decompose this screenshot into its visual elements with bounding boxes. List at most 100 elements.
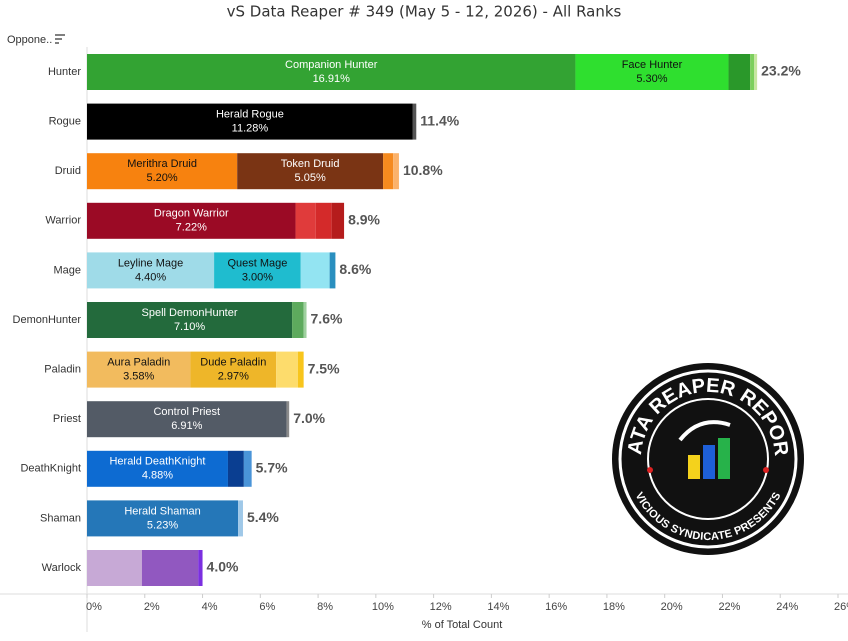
total-label: 4.0% — [207, 559, 239, 575]
y-tick-label: Hunter — [48, 66, 81, 78]
segment-label: Control Priest — [153, 406, 220, 418]
segment-value-label: 5.20% — [146, 172, 177, 184]
segment-label: Spell DemonHunter — [142, 307, 238, 319]
segment-label: Quest Mage — [227, 257, 287, 269]
bar-segment — [198, 550, 203, 586]
segment-label: Aura Paladin — [107, 357, 170, 369]
segment-value-label: 7.22% — [176, 222, 207, 234]
bar-segment — [383, 153, 394, 190]
bar-segment — [87, 302, 293, 338]
bar-segment — [237, 153, 384, 190]
total-label: 7.0% — [293, 410, 325, 426]
bar-segment — [87, 450, 228, 487]
total-label: 7.6% — [311, 311, 343, 327]
bar-segment — [87, 103, 413, 140]
segment-value-label: 3.58% — [123, 371, 154, 383]
segment-value-label: 6.91% — [171, 420, 202, 432]
x-tick-label: 12% — [430, 601, 452, 613]
x-axis-title: % of Total Count — [422, 619, 503, 631]
segment-label: Merithra Druid — [127, 158, 197, 170]
total-label: 8.9% — [348, 212, 380, 228]
x-tick-label: 2% — [144, 601, 160, 613]
segment-value-label: 2.97% — [218, 371, 249, 383]
bar-segment — [227, 450, 244, 487]
segment-value-label: 3.00% — [242, 271, 273, 283]
bar-segment — [728, 54, 751, 90]
bar-segment — [243, 450, 252, 487]
sort-icon[interactable] — [55, 34, 65, 44]
x-tick-label: 6% — [259, 601, 275, 613]
y-tick-label: Priest — [53, 413, 81, 425]
segment-label: Dude Paladin — [200, 357, 266, 369]
bar-segment — [276, 351, 298, 388]
x-tick-label: 18% — [603, 601, 625, 613]
x-tick-label: 8% — [317, 601, 333, 613]
bar-segment — [331, 202, 345, 239]
bar-segment — [87, 500, 239, 537]
total-label: 5.7% — [256, 460, 288, 476]
total-label: 10.8% — [403, 162, 443, 178]
bar-segment — [87, 54, 576, 90]
segment-value-label: 5.30% — [636, 73, 667, 85]
bar-segment — [214, 252, 301, 289]
y-tick-label: Rogue — [49, 116, 81, 128]
bar-segment — [87, 550, 142, 586]
y-tick-label: Warlock — [42, 562, 82, 574]
y-tick-label: Paladin — [44, 364, 81, 376]
bar-segment — [412, 103, 417, 140]
segment-label: Companion Hunter — [285, 59, 378, 71]
y-tick-label: Mage — [53, 264, 81, 276]
segment-value-label: 16.91% — [313, 73, 351, 85]
segment-label: Face Hunter — [622, 59, 683, 71]
bar-segment — [393, 153, 399, 190]
total-label: 11.4% — [420, 112, 459, 128]
bar-segment — [286, 401, 290, 438]
segment-label: Herald Rogue — [216, 109, 284, 121]
y-tick-label: Shaman — [40, 512, 81, 524]
x-tick-label: 14% — [487, 601, 509, 613]
bar-segment — [303, 302, 307, 338]
bar-segment — [141, 550, 199, 586]
total-label: 23.2% — [761, 63, 801, 79]
y-tick-label: DemonHunter — [13, 314, 82, 326]
x-tick-label: 20% — [661, 601, 683, 613]
x-tick-label: 26% — [834, 601, 848, 613]
bar-segment — [87, 153, 238, 190]
bar-segment — [295, 202, 316, 239]
total-label: 5.4% — [247, 509, 279, 525]
segment-value-label: 4.40% — [135, 271, 166, 283]
x-tick-label: 22% — [718, 601, 740, 613]
x-tick-label: 0% — [86, 601, 102, 613]
y-tick-label: Druid — [55, 165, 81, 177]
bar-segment — [190, 351, 277, 388]
segment-value-label: 4.88% — [142, 470, 173, 482]
segment-value-label: 5.23% — [147, 519, 178, 531]
segment-label: Dragon Warrior — [154, 208, 229, 220]
bar-segment — [750, 54, 755, 90]
segment-value-label: 7.10% — [174, 321, 205, 333]
segment-value-label: 5.05% — [295, 172, 326, 184]
chart-title: vS Data Reaper # 349 (May 5 - 12, 2026) … — [227, 3, 622, 21]
bar-segment — [292, 302, 304, 338]
x-tick-label: 4% — [202, 601, 218, 613]
bar-segment — [329, 252, 336, 289]
bar-segment — [87, 401, 287, 438]
total-label: 7.5% — [308, 360, 340, 376]
segment-label: Herald Shaman — [124, 505, 200, 517]
bar-segment — [238, 500, 243, 537]
bar-segment — [754, 54, 758, 90]
segment-label: Herald DeathKnight — [109, 456, 205, 468]
y-header: Oppone.. — [7, 34, 52, 46]
segment-label: Leyline Mage — [118, 257, 183, 269]
bar-segment — [297, 351, 304, 388]
bar-segment — [575, 54, 729, 90]
y-tick-label: Warrior — [45, 215, 81, 227]
total-label: 8.6% — [339, 261, 371, 277]
bar-segment — [300, 252, 330, 289]
bar-segment — [87, 252, 215, 289]
x-tick-label: 16% — [545, 601, 567, 613]
segment-value-label: 11.28% — [232, 123, 269, 135]
y-tick-label: DeathKnight — [20, 463, 81, 475]
bar-segment — [87, 202, 296, 239]
